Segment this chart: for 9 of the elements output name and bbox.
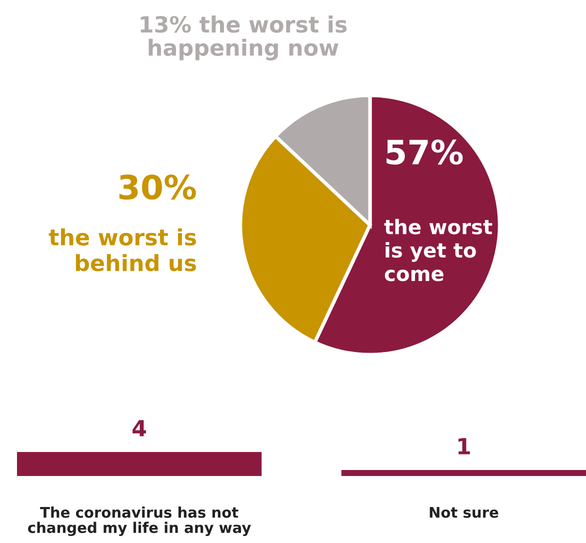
slice-label: the worst is yet to come [384, 218, 492, 282]
data-label: 4 [132, 420, 146, 436]
x-tick-label: The coronavirus has not changed my life in any way [28, 506, 251, 536]
data-label: 1 [458, 438, 470, 454]
data-label: 57% [386, 139, 463, 165]
x-tick-label: Not sure [430, 507, 498, 518]
slice-label: the worst is behind us [48, 228, 196, 272]
data-label: 30% [119, 174, 196, 200]
slice-label: 13% the worst is happening now [140, 16, 347, 60]
